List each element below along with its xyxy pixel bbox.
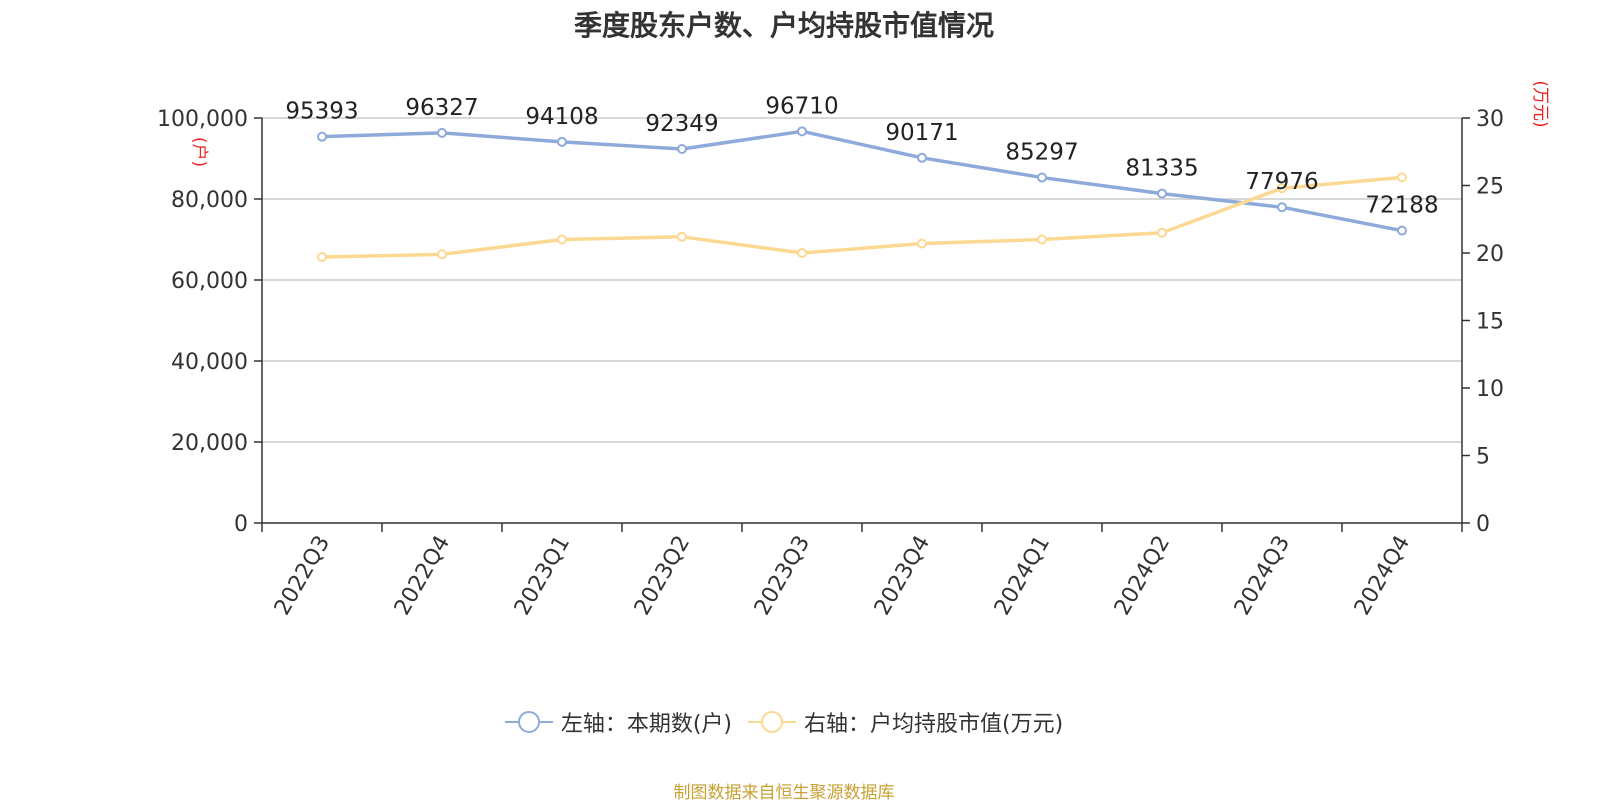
x-tick-label: 2023Q3 [750, 532, 815, 620]
data-point [557, 136, 567, 147]
x-tick-label: 2022Q4 [390, 532, 455, 620]
data-point [437, 127, 447, 138]
data-labels: 95393 96327 94108 92349 96710 90171 85297 81335… [285, 93, 1438, 218]
series-line-0 [321, 129, 1403, 233]
data-point [677, 143, 687, 154]
data-point [557, 234, 567, 245]
data-label: 81335 [1125, 156, 1198, 182]
data-point [437, 249, 447, 260]
data-point [1397, 225, 1407, 236]
grid-lines [262, 117, 1462, 443]
x-tick-label: 2024Q1 [990, 532, 1055, 620]
data-point [1157, 188, 1167, 199]
x-tick-label: 2023Q1 [510, 532, 575, 620]
data-point [1037, 172, 1047, 183]
x-tick-label: 2024Q3 [1230, 532, 1295, 620]
data-label: 92349 [645, 111, 718, 137]
legend-label-market-value: 右轴：户均持股市值(万元) [804, 712, 1064, 737]
legend-label-households: 左轴：本期数(户) [560, 712, 732, 737]
data-point [917, 238, 927, 249]
y-left-tick-label: 0 [234, 512, 248, 537]
data-point [1277, 183, 1287, 194]
data-point [317, 252, 327, 263]
y-right-tick-label: 5 [1476, 445, 1490, 470]
y-right-tick-label: 25 [1476, 175, 1504, 200]
series-layer [317, 126, 1407, 263]
data-label: 95393 [285, 99, 358, 125]
y-left-tick-label: 20,000 [171, 431, 248, 456]
data-point [1157, 227, 1167, 238]
x-tick-label: 2024Q2 [1110, 532, 1175, 620]
x-tick-label: 2022Q3 [270, 532, 335, 620]
data-point [917, 152, 927, 163]
legend-line-circle-icon [748, 711, 796, 733]
legend-item-households[interactable]: 左轴：本期数(户) [504, 706, 732, 738]
legend-line-circle-icon [504, 711, 553, 733]
y-right-tick-label: 30 [1476, 107, 1504, 132]
data-point [317, 131, 327, 142]
series-line-1 [321, 175, 1403, 259]
y-left-tick-label: 100,000 [157, 107, 248, 132]
data-label: 96327 [405, 95, 478, 121]
y-left-tick-label: 80,000 [171, 188, 248, 213]
data-label: 96710 [765, 93, 838, 119]
data-label: 72188 [1365, 193, 1438, 219]
y-right-tick-label: 15 [1476, 310, 1504, 335]
data-label: 77976 [1245, 169, 1318, 195]
y-right-tick-label: 0 [1476, 512, 1490, 537]
data-point [1397, 172, 1407, 183]
data-point [797, 248, 807, 258]
data-label: 94108 [525, 104, 598, 130]
legend-item-market-value[interactable]: 右轴：户均持股市值(万元) [748, 706, 1063, 738]
y-right-tick-label: 20 [1476, 242, 1504, 267]
data-source-note: 制图数据来自恒生聚源数据库 [673, 783, 895, 803]
y-axis-right-label: (万元) [1530, 80, 1550, 127]
y-axis-left-label: (户) [189, 137, 209, 167]
x-tick-label: 2024Q4 [1350, 532, 1415, 620]
data-point [1037, 234, 1047, 245]
y-left-tick-label: 60,000 [171, 269, 248, 294]
data-point [797, 126, 807, 137]
data-point [677, 231, 687, 242]
x-tick-label: 2023Q4 [870, 532, 935, 620]
y-left-tick-label: 40,000 [171, 350, 248, 375]
data-label: 90171 [885, 120, 958, 146]
chart-title: 季度股东户数、户均持股市值情况 [573, 9, 994, 42]
data-label: 85297 [1005, 140, 1078, 166]
data-point [1277, 202, 1287, 213]
x-tick-label: 2023Q2 [630, 532, 695, 620]
y-right-tick-label: 10 [1476, 377, 1504, 402]
legend: 左轴：本期数(户) 右轴：户均持股市值(万元) [0, 706, 1568, 738]
